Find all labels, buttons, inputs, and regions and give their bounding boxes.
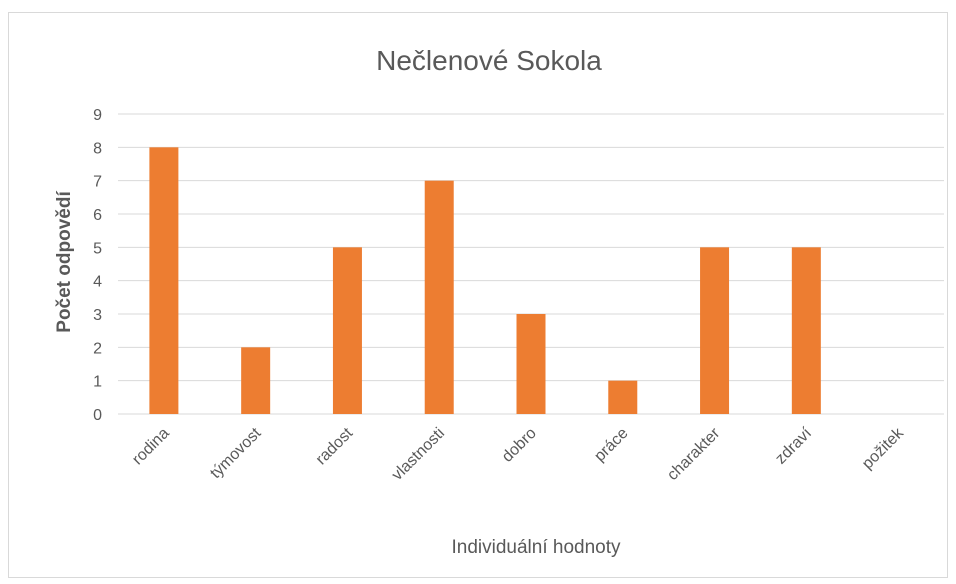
- x-axis-title: Individuální hodnoty: [451, 537, 621, 558]
- y-tick-label-7: 7: [93, 174, 102, 191]
- bar-radost: [332, 247, 362, 414]
- x-tick-label-rodina: rodina: [129, 425, 173, 469]
- bar-vlastnosti: [424, 180, 454, 414]
- bars: [149, 147, 821, 415]
- bar-zdraví: [791, 247, 821, 414]
- y-tick-label-6: 6: [93, 207, 102, 224]
- y-tick-label-0: 0: [93, 407, 102, 424]
- x-tick-labels: rodina týmovost radost vlastnosti dobro práce…: [129, 424, 907, 484]
- y-tick-label-1: 1: [93, 374, 102, 391]
- bar-práce: [608, 380, 638, 414]
- bar-dobro: [516, 314, 546, 414]
- y-tick-labels: 0 1 2 3 4 5 6 7 8 9: [93, 107, 102, 424]
- x-tick-label-vlastnosti: vlastnosti: [389, 425, 448, 484]
- bar-týmovost: [241, 347, 271, 414]
- x-tick-label-požitek: požitek: [859, 424, 908, 473]
- y-tick-label-2: 2: [93, 340, 102, 357]
- x-tick-label-práce: práce: [591, 425, 631, 465]
- x-tick-label-týmovost: týmovost: [207, 424, 265, 482]
- chart-title: Nečlenové Sokola: [376, 45, 602, 76]
- bar-charakter: [700, 247, 730, 414]
- y-tick-label-9: 9: [93, 107, 102, 124]
- y-tick-label-8: 8: [93, 140, 102, 157]
- x-tick-label-dobro: dobro: [499, 425, 540, 466]
- x-tick-label-charakter: charakter: [664, 424, 724, 484]
- y-tick-label-5: 5: [93, 240, 102, 257]
- x-tick-label-zdraví: zdraví: [772, 424, 815, 467]
- y-tick-label-3: 3: [93, 307, 102, 324]
- bar-rodina: [149, 147, 179, 415]
- y-tick-label-4: 4: [93, 274, 102, 291]
- x-tick-label-radost: radost: [313, 424, 357, 468]
- y-axis-title: Počet odpovědí: [54, 191, 75, 333]
